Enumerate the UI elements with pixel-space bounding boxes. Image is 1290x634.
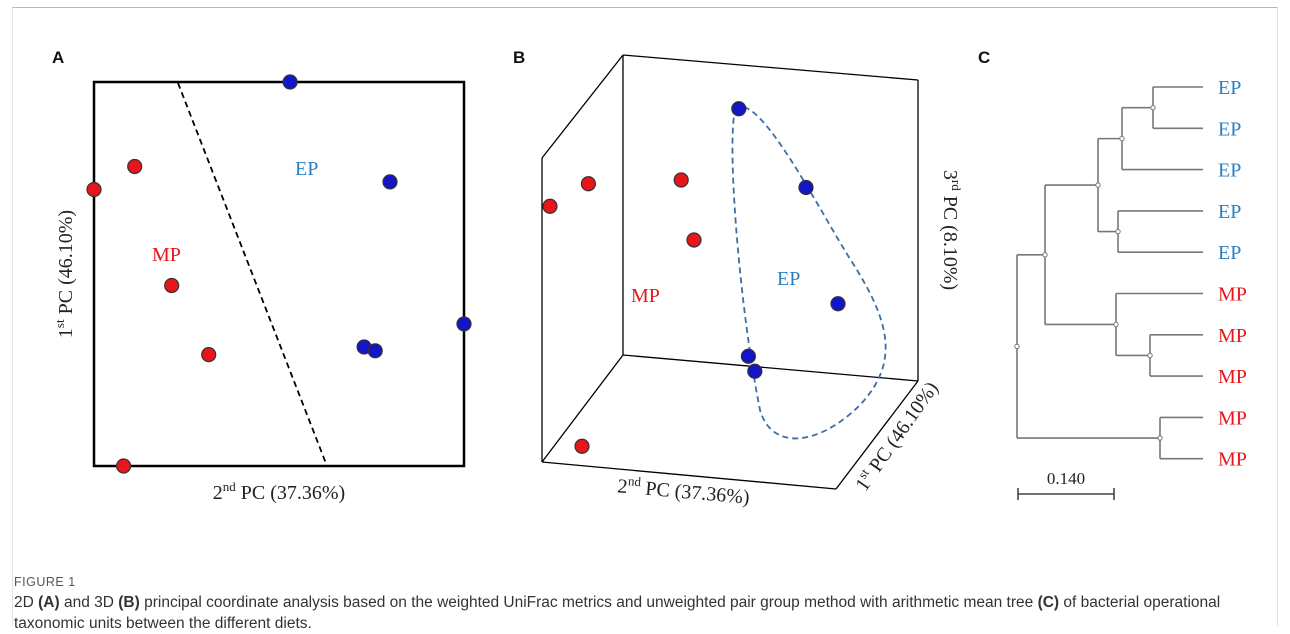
panel-b-points	[542, 101, 846, 454]
tree-node	[1042, 252, 1048, 258]
tip-label-mp: MP	[1218, 449, 1247, 471]
panel-b-point-ep	[798, 179, 814, 196]
box-edge	[541, 54, 624, 159]
panel-a-point-mp	[201, 347, 217, 363]
panel-a-points	[86, 74, 472, 474]
panel-b-point-ep	[830, 296, 846, 312]
panel-a-y-axis-label: 1st PC (46.10%)	[52, 210, 77, 338]
tree-node	[1147, 352, 1153, 359]
tip-label-ep: EP	[1218, 160, 1241, 182]
panel-a-plot: MP EP 2nd PC (37.36%) 1st PC (46.10%)	[52, 74, 472, 504]
box-edge	[541, 461, 837, 490]
panel-a-letter: A	[52, 48, 64, 67]
tip-label-ep: EP	[1218, 242, 1241, 264]
panel-b-point-mp	[673, 172, 689, 188]
panel-a-point-mp	[86, 181, 102, 198]
tip-label-ep: EP	[1218, 201, 1241, 223]
panel-b-point-mp	[542, 198, 558, 214]
x-label-sup: nd	[627, 473, 642, 489]
caption-part: of bacterial operational taxonomic units…	[14, 594, 1221, 632]
panel-a-point-ep	[367, 343, 383, 359]
box-edge	[622, 354, 919, 382]
y-label-num: 1	[55, 328, 77, 338]
box-edge	[835, 380, 919, 490]
panel-a-point-mp	[127, 158, 143, 175]
panel-b-letter: B	[513, 48, 525, 67]
panel-b-y-axis-label: 1st PC (46.10%)	[849, 376, 943, 495]
y-label-sup: st	[52, 319, 67, 328]
figure-caption: 2D (A) and 3D (B) principal coordinate a…	[14, 592, 1264, 634]
figure-frame	[12, 7, 1278, 626]
panel-b-ep-cluster-outline	[731, 105, 887, 440]
tree-node	[1014, 343, 1020, 350]
panel-b-point-ep	[731, 101, 747, 117]
panel-a-point-ep	[456, 316, 472, 332]
z-label-rest: PC (8.10%)	[939, 191, 961, 290]
caption-ref-a: (A)	[38, 594, 60, 611]
panel-b-mp-label: MP	[631, 285, 660, 307]
tip-label-mp: MP	[1218, 284, 1247, 306]
panel-b-plot	[541, 54, 919, 490]
figure-label: FIGURE 1	[14, 575, 76, 589]
panel-a-point-mp	[164, 277, 180, 294]
panel-a-mp-label: MP	[152, 244, 181, 266]
panel-a-point-ep	[282, 74, 298, 90]
caption-ref-c: (C)	[1037, 594, 1060, 611]
box-edge	[541, 354, 624, 463]
panel-c-dendrogram	[1016, 86, 1203, 460]
caption-part: 2D	[14, 594, 39, 611]
x-label-rest: PC (37.36%)	[236, 482, 345, 504]
tree-node	[1119, 135, 1125, 142]
panel-a-ep-label: EP	[295, 158, 318, 180]
panel-c-scale-bar: 0.140	[1017, 469, 1115, 500]
panel-b-z-axis-label: 3rd PC (8.10%)	[939, 170, 964, 290]
tip-label-ep: EP	[1218, 118, 1241, 140]
y-label-rest: PC (46.10%)	[862, 378, 943, 480]
caption-part: principal coordinate analysis based on t…	[139, 594, 1038, 611]
panel-a-point-ep	[382, 174, 398, 190]
scale-bar-label: 0.140	[1047, 469, 1085, 488]
tree-node	[1113, 321, 1119, 328]
panel-c-letter: C	[978, 48, 990, 67]
z-label-sup: rd	[949, 180, 964, 191]
box-edge	[622, 54, 919, 81]
panel-b-point-ep	[747, 363, 763, 379]
tree-node	[1095, 182, 1101, 188]
z-label-num: 3	[939, 170, 961, 180]
panel-c-nodes	[1014, 104, 1163, 441]
caption-part: and 3D	[59, 594, 119, 611]
panel-b-point-mp	[574, 438, 590, 454]
tip-label-ep: EP	[1218, 77, 1241, 99]
tree-node	[1157, 435, 1163, 441]
panel-b-point-ep	[740, 348, 757, 364]
panel-a-divider-line	[177, 82, 328, 467]
panel-b-ep-label: EP	[777, 268, 800, 290]
tree-node	[1150, 104, 1156, 111]
y-label-rest: PC (46.10%)	[55, 210, 77, 319]
panel-b-point-mp	[686, 232, 702, 248]
tip-label-mp: MP	[1218, 407, 1247, 429]
x-label-sup: nd	[223, 479, 237, 494]
x-label-num: 2	[213, 482, 223, 504]
panel-a-x-axis-label: 2nd PC (37.36%)	[213, 479, 345, 504]
x-label-num: 2	[617, 475, 629, 498]
panel-b-point-mp	[580, 176, 597, 192]
x-label-rest: PC (37.36%)	[640, 477, 751, 508]
figure-canvas: A MP EP 2nd PC (37.36%) 1st PC (46.10%) …	[52, 48, 1247, 509]
panel-a-frame	[92, 80, 466, 468]
tip-label-mp: MP	[1218, 325, 1247, 347]
tree-node	[1115, 228, 1121, 235]
caption-ref-b: (B)	[118, 594, 140, 611]
panel-a-point-mp	[115, 458, 132, 474]
tip-label-mp: MP	[1218, 366, 1247, 388]
panel-c-tip-labels: EP EP EP EP EP MP MP MP MP MP	[1218, 77, 1247, 471]
panel-b-x-axis-label: 2nd PC (37.36%)	[617, 472, 751, 508]
